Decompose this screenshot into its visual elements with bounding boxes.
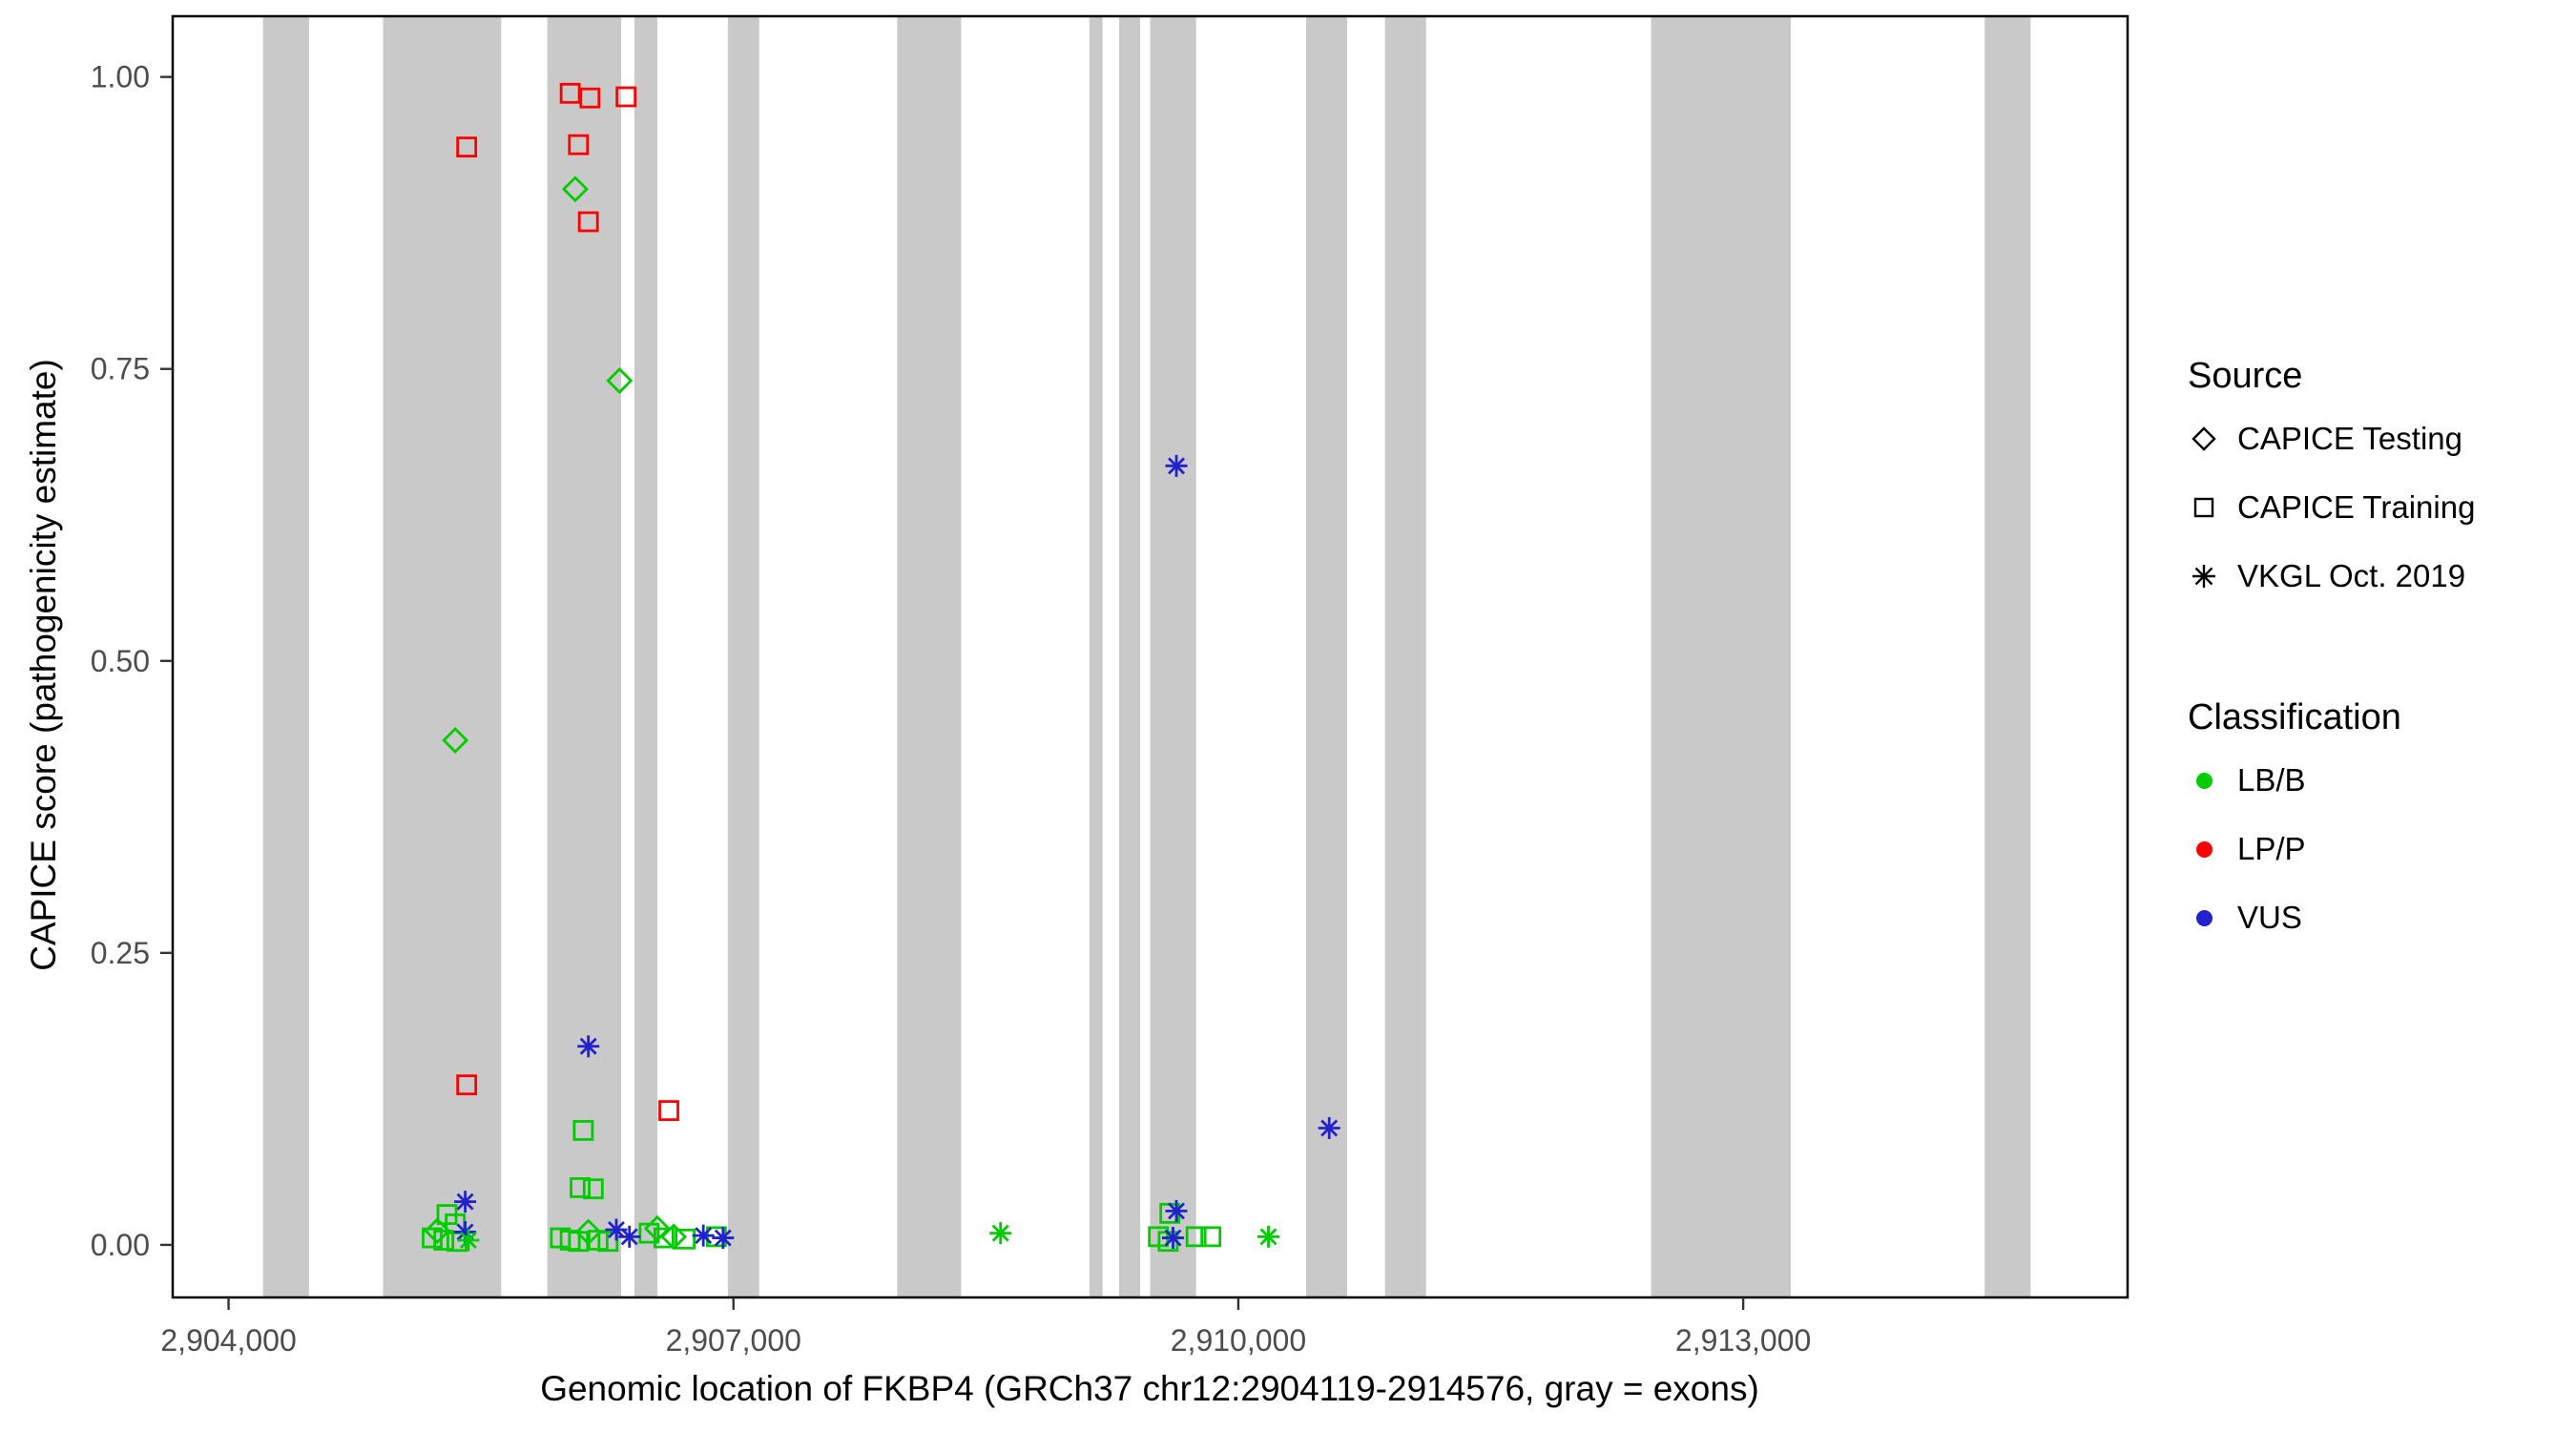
point-asterisk	[618, 1225, 641, 1248]
exon-band	[727, 16, 759, 1297]
exon-band	[1651, 16, 1791, 1297]
point-asterisk	[692, 1224, 715, 1247]
exon-band	[547, 16, 622, 1297]
legend-item-label: VKGL Oct. 2019	[2237, 558, 2466, 593]
point-square	[597, 1231, 619, 1253]
x-tick-label: 2,913,000	[1675, 1323, 1811, 1358]
point-square	[615, 86, 637, 108]
green-dot-icon	[2195, 772, 2212, 789]
x-tick-label: 2,904,000	[160, 1323, 296, 1358]
y-tick-label: 0.00	[91, 1228, 150, 1262]
legend-item-vus: VUS	[2188, 883, 2475, 952]
y-tick-label: 0.25	[91, 936, 150, 970]
point-square	[422, 1227, 443, 1249]
diamond-key	[2188, 424, 2220, 454]
point-square	[658, 1100, 679, 1122]
legend-item-lbb: LB/B	[2188, 746, 2475, 815]
point-asterisk	[1318, 1116, 1340, 1139]
exon-band	[262, 16, 309, 1297]
legend-source-group: Source CAPICE Testing	[2188, 355, 2475, 611]
point-asterisk	[1165, 1199, 1188, 1222]
y-tick-label: 1.00	[91, 60, 150, 94]
point-asterisk	[989, 1222, 1012, 1245]
legend-classification-title: Classification	[2188, 697, 2401, 737]
legend-item-capice-training: CAPICE Training	[2188, 473, 2475, 542]
point-asterisk	[1257, 1225, 1280, 1248]
exon-band	[1984, 16, 2031, 1297]
asterisk-icon	[2192, 565, 2215, 588]
exon-band	[1150, 16, 1196, 1297]
blue-dot-icon	[2195, 909, 2212, 926]
y-axis-title: CAPICE score (pathogenicity estimate)	[24, 359, 63, 971]
legend: Source CAPICE Testing	[2188, 355, 2475, 952]
point-diamond	[561, 176, 589, 203]
point-square	[568, 134, 590, 156]
exon-band	[1118, 16, 1141, 1297]
exon-band	[897, 16, 962, 1297]
point-square	[638, 1222, 660, 1244]
point-square	[572, 1120, 594, 1141]
point-diamond	[606, 366, 634, 394]
point-square	[568, 1231, 590, 1253]
legend-item-lpp: LP/P	[2188, 815, 2475, 883]
legend-item-label: LB/B	[2237, 762, 2306, 798]
exon-band	[634, 16, 658, 1297]
point-square	[582, 1178, 604, 1200]
y-tick-label: 0.50	[91, 644, 150, 678]
vus-dot-key	[2188, 909, 2220, 926]
legend-item-capice-testing: CAPICE Testing	[2188, 404, 2475, 473]
square-icon	[2193, 497, 2214, 518]
point-square	[456, 136, 478, 158]
point-asterisk	[1165, 454, 1188, 477]
point-asterisk	[1161, 1227, 1184, 1250]
red-dot-icon	[2195, 840, 2212, 858]
legend-item-vkgl: VKGL Oct. 2019	[2188, 542, 2475, 611]
exon-band	[1384, 16, 1426, 1297]
point-square	[577, 211, 599, 233]
y-tick-label: 0.75	[91, 352, 150, 386]
asterisk-key	[2188, 561, 2220, 591]
legend-item-label: LP/P	[2237, 831, 2306, 866]
exon-band	[1089, 16, 1103, 1297]
square-key	[2188, 492, 2220, 523]
exon-band	[1306, 16, 1347, 1297]
lbb-dot-key	[2188, 772, 2220, 789]
x-axis-title: Genomic location of FKBP4 (GRCh37 chr12:…	[540, 1369, 1759, 1408]
point-square	[456, 1074, 478, 1096]
point-square	[675, 1228, 696, 1250]
point-square	[579, 87, 601, 109]
point-square	[1185, 1226, 1207, 1248]
point-asterisk	[712, 1227, 735, 1250]
legend-item-label: CAPICE Testing	[2237, 421, 2462, 456]
point-square	[1200, 1226, 1222, 1248]
panel-border	[171, 14, 2129, 1299]
point-asterisk	[454, 1191, 477, 1213]
point-square	[570, 1177, 591, 1198]
point-square	[653, 1227, 675, 1249]
diamond-icon	[2192, 426, 2216, 451]
x-tick-label: 2,907,000	[666, 1323, 801, 1358]
point-asterisk	[457, 1229, 480, 1252]
legend-item-label: CAPICE Training	[2237, 489, 2476, 525]
legend-classification-items: LB/B LP/P VUS	[2188, 746, 2475, 952]
legend-item-label: VUS	[2237, 900, 2302, 935]
point-asterisk	[577, 1035, 600, 1058]
legend-source-title: Source	[2188, 356, 2303, 396]
exon-band	[383, 16, 502, 1297]
lpp-dot-key	[2188, 840, 2220, 858]
legend-classification-group: Classification LB/B LP/P	[2188, 696, 2475, 952]
point-square	[559, 82, 581, 104]
point-diamond	[442, 727, 469, 755]
legend-source-items: CAPICE Testing CAPICE Training	[2188, 404, 2475, 611]
point-square	[433, 1230, 455, 1251]
x-tick-label: 2,910,000	[1171, 1323, 1306, 1358]
